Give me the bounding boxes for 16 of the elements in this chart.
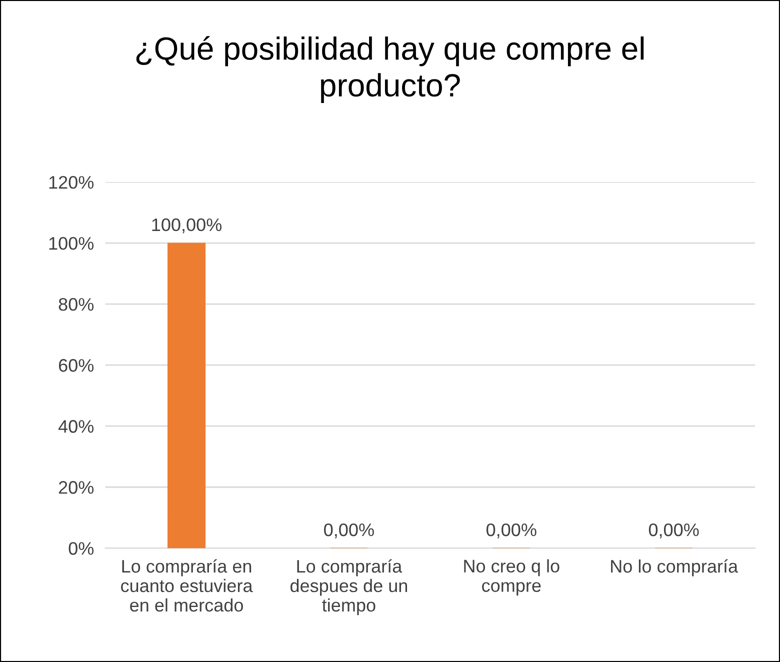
chart-title: ¿Qué posibilidad hay que compre el producto?	[136, 36, 644, 103]
x-tick-label: Lo compraría despues de un tiempo	[290, 559, 408, 616]
x-tick-label: No lo compraría	[611, 559, 738, 576]
y-tick-label: 0%	[68, 542, 94, 555]
data-label: 0,00%	[324, 523, 374, 538]
data-label: 0,00%	[486, 523, 536, 538]
x-tick-label: Lo compraría en cuanto estuviera en el mercado	[121, 559, 253, 612]
y-tick-label: 100%	[49, 237, 94, 250]
y-tick-label: 120%	[49, 176, 94, 189]
data-label: 0,00%	[648, 523, 699, 538]
x-tick-label: No creo q lo compre	[464, 559, 560, 596]
y-tick-label: 80%	[58, 298, 94, 311]
y-tick-label: 40%	[58, 420, 94, 433]
y-tick-label: 20%	[58, 481, 94, 494]
y-tick-label: 60%	[58, 359, 94, 372]
data-label: 100,00%	[152, 218, 222, 234]
